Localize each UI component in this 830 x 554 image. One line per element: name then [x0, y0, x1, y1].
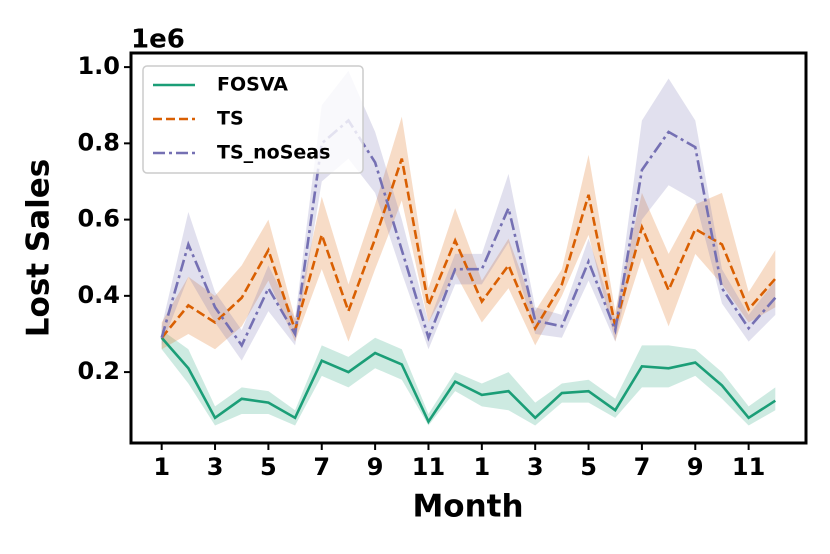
y-tick-label: 1.0	[77, 52, 120, 80]
y-offset-label: 1e6	[131, 25, 185, 55]
x-axis-label: Month	[412, 489, 523, 525]
legend-label: TS_noSeas	[217, 142, 330, 164]
x-tick-label: 9	[687, 453, 704, 481]
x-tick-label: 7	[313, 453, 330, 481]
y-tick-label: 0.2	[77, 357, 120, 385]
x-tick-label: 3	[527, 453, 544, 481]
series-line	[160, 118, 777, 348]
confidence-band	[161, 330, 776, 426]
y-axis-label: Lost Sales	[21, 159, 57, 337]
x-tick-label: 1	[473, 453, 490, 481]
plot-frame	[129, 51, 808, 445]
y-tick-label: 0.4	[77, 281, 120, 309]
y-tick-label: 0.6	[77, 205, 120, 233]
y-tick-label: 0.8	[77, 128, 120, 156]
legend-box	[142, 65, 364, 174]
series-line	[160, 336, 777, 425]
x-tick-label: 1	[153, 453, 170, 481]
x-tick-label: 9	[367, 453, 384, 481]
x-tick-label: 5	[260, 453, 277, 481]
x-tick-label: 11	[412, 453, 445, 481]
x-tick-label: 11	[732, 453, 765, 481]
series-line	[160, 158, 777, 339]
legend-label: FOSVA	[217, 74, 288, 96]
x-tick-label: 7	[634, 453, 651, 481]
x-tick-label: 3	[207, 453, 224, 481]
confidence-band	[161, 70, 776, 361]
legend-label: TS	[217, 108, 244, 130]
x-tick-label: 5	[580, 453, 597, 481]
